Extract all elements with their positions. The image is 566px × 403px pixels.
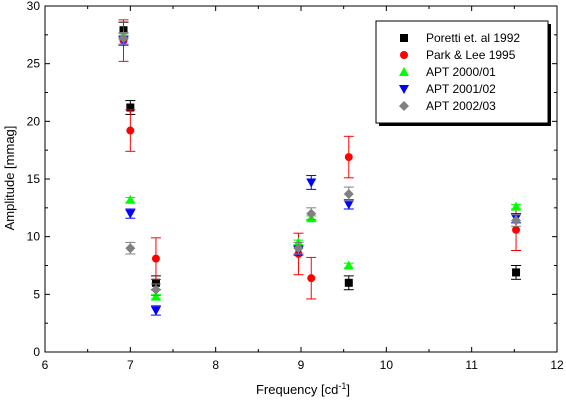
data-point bbox=[293, 243, 304, 254]
data-point bbox=[306, 208, 317, 219]
y-tick-label: 0 bbox=[33, 345, 40, 359]
data-point bbox=[344, 278, 353, 287]
legend-marker bbox=[400, 34, 408, 42]
data-point bbox=[512, 225, 521, 234]
legend-marker bbox=[399, 85, 409, 94]
data-point bbox=[307, 274, 316, 283]
data-point bbox=[118, 33, 129, 44]
y-axis-label: Amplitude [mmag] bbox=[2, 126, 17, 231]
data-point bbox=[343, 260, 354, 270]
data-point bbox=[150, 306, 161, 316]
x-tick-label: 10 bbox=[380, 358, 394, 372]
x-tick-label: 7 bbox=[127, 358, 134, 372]
axes: 6 7 8 9 10 11 12 0 5 10 15 20 25 30 bbox=[27, 0, 564, 372]
x-tick-label: 12 bbox=[550, 358, 564, 372]
y-tick-label: 20 bbox=[27, 114, 41, 128]
data-point bbox=[306, 178, 317, 188]
data-point bbox=[126, 126, 135, 135]
data-point bbox=[344, 153, 353, 162]
y-tick-label: 10 bbox=[27, 230, 41, 244]
data-point bbox=[126, 103, 135, 112]
x-axis-label: Frequency [cd-1] bbox=[256, 381, 350, 397]
legend-item-4: APT 2002/03 bbox=[399, 99, 496, 113]
x-tick-label: 8 bbox=[212, 358, 219, 372]
data-point bbox=[125, 243, 136, 254]
legend-label: APT 2002/03 bbox=[426, 99, 496, 113]
legend-marker bbox=[400, 51, 408, 59]
legend-label: APT 2001/02 bbox=[426, 82, 496, 96]
data-point bbox=[511, 215, 522, 226]
y-tick-label: 30 bbox=[27, 0, 41, 13]
legend-label: Park & Lee 1995 bbox=[426, 48, 516, 62]
data-point bbox=[343, 188, 354, 199]
y-tick-label: 15 bbox=[27, 172, 41, 186]
legend-marker bbox=[399, 101, 409, 111]
data-point bbox=[511, 201, 522, 211]
series-4 bbox=[118, 32, 522, 296]
legend-label: APT 2000/01 bbox=[426, 65, 496, 79]
legend-item-0: Poretti et. al 1992 bbox=[400, 31, 520, 45]
data-point bbox=[151, 278, 160, 287]
data-point bbox=[150, 291, 161, 301]
data-point bbox=[343, 200, 354, 210]
legend: Poretti et. al 1992 Park & Lee 1995 APT 20… bbox=[375, 20, 551, 126]
y-tick-label: 25 bbox=[27, 57, 41, 71]
data-points bbox=[118, 19, 522, 316]
y-tick-label: 5 bbox=[33, 287, 40, 301]
data-point bbox=[125, 209, 136, 219]
data-point bbox=[512, 268, 521, 277]
legend-marker bbox=[399, 67, 409, 76]
data-point bbox=[125, 194, 136, 204]
data-point bbox=[151, 254, 160, 263]
legend-item-1: Park & Lee 1995 bbox=[400, 48, 516, 62]
x-tick-label: 11 bbox=[465, 358, 478, 372]
legend-item-2: APT 2000/01 bbox=[399, 65, 496, 79]
legend-label: Poretti et. al 1992 bbox=[426, 31, 520, 45]
x-tick-label: 6 bbox=[42, 358, 49, 372]
data-point bbox=[150, 284, 161, 295]
legend-item-3: APT 2001/02 bbox=[399, 82, 496, 96]
x-tick-label: 9 bbox=[298, 358, 305, 372]
